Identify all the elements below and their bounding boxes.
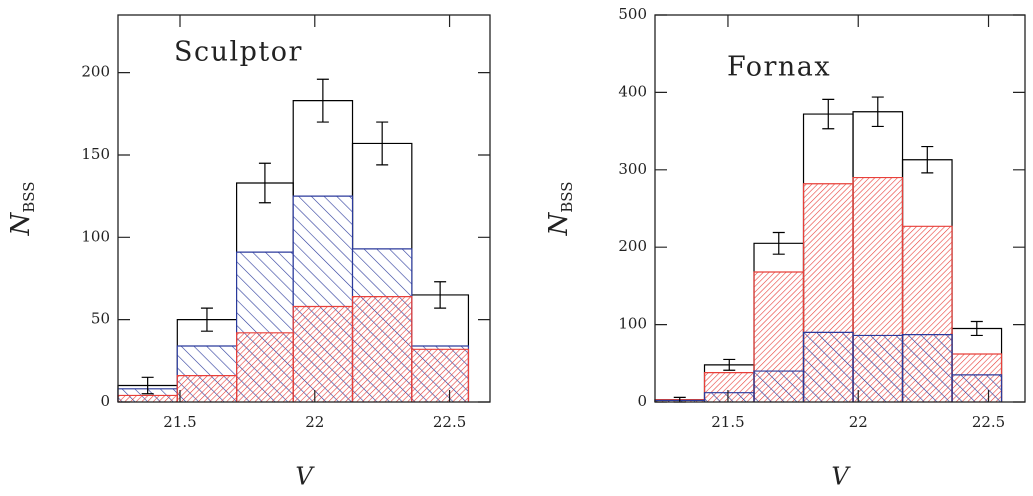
y-tick-label: 0	[100, 392, 110, 410]
x-tick-label: 22.5	[433, 413, 466, 431]
y-axis-label: NBSS	[544, 181, 576, 236]
y-axis-label-main: N	[544, 212, 574, 237]
histogram-bar	[117, 394, 178, 402]
y-tick-label: 100	[618, 315, 647, 333]
y-tick-label: 300	[618, 160, 647, 178]
error-bar	[141, 376, 154, 395]
error-bar	[723, 358, 736, 371]
x-axis-label: V	[295, 463, 315, 491]
histogram-bar	[753, 370, 805, 402]
error-bar	[970, 320, 983, 337]
error-bar	[376, 121, 389, 166]
histogram-bar	[901, 334, 953, 402]
plot-frame	[117, 14, 491, 403]
plot-frame	[654, 14, 1026, 403]
error-bar	[772, 231, 785, 255]
y-tick-label: 150	[81, 145, 110, 163]
y-axis-label: NBSS	[6, 181, 38, 236]
x-tick-label: 21.5	[163, 413, 196, 431]
error-bar	[434, 281, 447, 309]
error-bar	[316, 78, 329, 123]
histogram-bar	[951, 374, 1003, 402]
x-tick-label: 22	[305, 413, 324, 431]
histogram-bar	[292, 305, 354, 402]
histogram-bar	[351, 296, 413, 402]
histogram-bar	[703, 392, 755, 402]
y-axis-label-subscript: BSS	[558, 181, 576, 212]
error-bar	[921, 145, 934, 174]
error-bar	[258, 162, 271, 204]
x-tick-label: 22	[849, 413, 868, 431]
histogram-bar	[852, 334, 904, 402]
y-axis-label-main: N	[6, 212, 36, 237]
y-tick-label: 50	[91, 310, 110, 328]
x-tick-label: 22.5	[972, 413, 1005, 431]
x-axis-label: V	[831, 463, 851, 491]
error-bar	[200, 307, 213, 332]
x-tick-label: 21.5	[711, 413, 744, 431]
error-bar	[822, 98, 835, 130]
y-tick-label: 0	[637, 392, 647, 410]
histogram-bar	[411, 348, 470, 402]
histogram-bar	[176, 375, 238, 402]
panel-annotation: Fornax	[727, 52, 831, 83]
y-axis-label-subscript: BSS	[20, 181, 38, 212]
error-bar	[871, 96, 884, 128]
panel-annotation: Sculptor	[174, 37, 303, 68]
y-tick-label: 400	[618, 82, 647, 100]
histogram-bar	[236, 332, 294, 402]
histogram-bar	[802, 331, 854, 402]
y-tick-label: 500	[618, 5, 647, 23]
y-tick-label: 200	[618, 237, 647, 255]
y-tick-label: 100	[81, 227, 110, 245]
y-tick-label: 200	[81, 63, 110, 81]
